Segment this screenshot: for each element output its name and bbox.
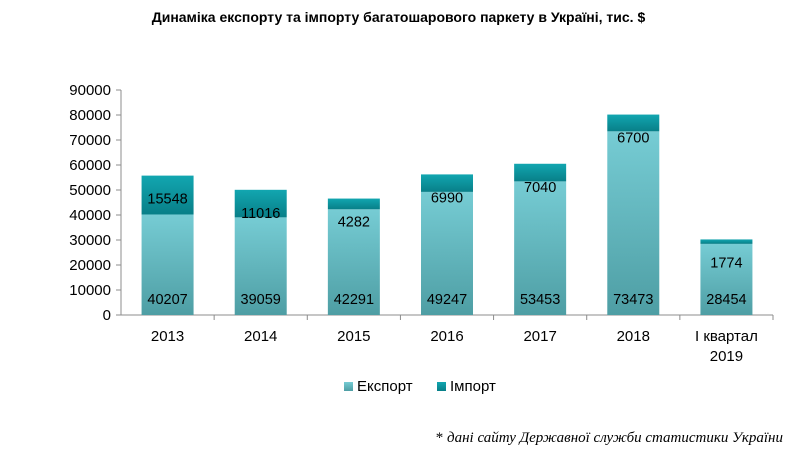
legend-label-export: Експорт [357, 378, 413, 395]
y-tick-label: 0 [103, 307, 111, 324]
footnote-text: дані сайту Державної служби статистики У… [447, 430, 783, 446]
x-category-label: 2016 [430, 328, 463, 345]
chart-title: Динаміка експорту та імпорту багатошаров… [151, 9, 646, 25]
x-category-label: I квартал 2019 [695, 328, 758, 365]
x-category-label: 2015 [337, 328, 370, 345]
bar-export [234, 217, 287, 315]
data-label-import: 7040 [524, 180, 556, 196]
x-category-label: 2018 [617, 328, 650, 345]
x-category-label: 2013 [151, 328, 184, 345]
y-tick-label: 20000 [69, 257, 111, 274]
y-tick-label: 90000 [69, 82, 111, 99]
legend-label-import: Імпорт [450, 378, 496, 395]
footnote-star: * [435, 430, 444, 446]
y-tick-label: 50000 [69, 182, 111, 199]
bar-export [607, 131, 660, 315]
y-tick-label: 40000 [69, 207, 111, 224]
legend-swatch-import [437, 382, 446, 391]
data-label-export: 39059 [241, 292, 281, 308]
bar-export [514, 181, 567, 315]
data-label-import: 1774 [710, 255, 742, 271]
x-category-label-line: 2018 [617, 328, 650, 345]
data-label-import: 15548 [147, 192, 187, 208]
x-category-label: 2014 [244, 328, 277, 345]
bar-import [607, 114, 660, 132]
legend-swatch-export [344, 382, 353, 391]
x-category-label-line: 2017 [523, 328, 556, 345]
bar-import [141, 175, 194, 215]
bar-import [700, 239, 753, 244]
x-category-label-line: 2013 [151, 328, 184, 345]
data-label-export: 49247 [427, 292, 467, 308]
x-category-label-line: 2016 [430, 328, 463, 345]
bar-import [234, 189, 287, 218]
data-label-export: 28454 [706, 292, 746, 308]
y-tick-label: 10000 [69, 282, 111, 299]
x-category-label-line: 2014 [244, 328, 277, 345]
x-category-label-line: I квартал [695, 328, 758, 345]
bar-import [514, 163, 567, 182]
data-label-export: 40207 [147, 292, 187, 308]
data-label-export: 53453 [520, 292, 560, 308]
data-label-import: 11016 [241, 206, 280, 222]
source-footnote: * дані сайту Державної служби статистики… [436, 430, 783, 447]
bar-export [327, 209, 380, 315]
y-tick-label: 60000 [69, 157, 111, 174]
bar-import [421, 174, 473, 192]
data-label-import: 6700 [617, 131, 649, 147]
x-category-label-line: 2019 [710, 348, 743, 365]
bar-export [700, 243, 753, 315]
bar-import [327, 198, 380, 210]
data-label-export: 42291 [334, 292, 374, 308]
data-label-import: 6990 [431, 190, 463, 206]
y-tick-label: 30000 [69, 232, 111, 249]
x-category-label: 2017 [523, 328, 556, 345]
data-label-export: 73473 [613, 292, 653, 308]
bar-export [421, 191, 473, 315]
y-tick-label: 80000 [69, 107, 111, 124]
y-tick-label: 70000 [69, 132, 111, 149]
x-category-label-line: 2015 [337, 328, 370, 345]
data-label-import: 4282 [338, 215, 370, 231]
bar-export [141, 214, 194, 315]
